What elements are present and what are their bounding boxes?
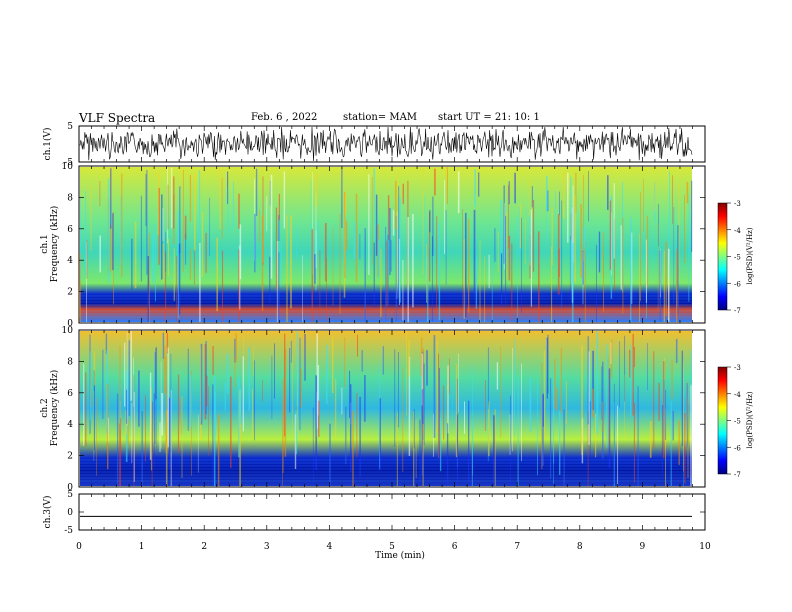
ch2-spectrogram-streaks <box>80 331 692 486</box>
ch1-waveform-y-tick-label: -5 <box>64 158 73 168</box>
station-label: station= MAM <box>343 112 418 123</box>
colorbar-tick-label: -3 <box>734 364 741 372</box>
ch1-waveform-y-tick-label: 5 <box>67 122 73 132</box>
colorbar-tick-label: -7 <box>734 471 741 479</box>
colorbar-tick-label: -5 <box>734 254 741 262</box>
ch3-waveform-y-tick-label: 0 <box>67 508 73 518</box>
ch2-freq-y-tick-label: 0 <box>67 483 73 493</box>
ch1-freq-ylabel: ch.1 Frequency (kHz) <box>40 206 60 283</box>
x-tick-label: 8 <box>577 542 583 552</box>
colorbar-label: log(PSD)(V²/Hz) <box>746 227 754 284</box>
ch1-waveform-path <box>79 126 693 162</box>
ch2-freq-ylabel-line: ch.2 <box>40 398 50 417</box>
ch2-freq-y-tick-label: 4 <box>67 420 73 430</box>
ch3-waveform-y-tick-label: 5 <box>67 490 73 500</box>
start-time-label: start UT = 21: 10: 1 <box>438 112 540 123</box>
plot-title: VLF Spectra <box>79 111 156 125</box>
x-tick-label: 10 <box>699 542 711 552</box>
ch1-freq-y-tick-label: 8 <box>67 193 73 203</box>
x-tick-label: 1 <box>139 542 145 552</box>
colorbar-tick-label: -6 <box>734 444 741 452</box>
ch2-freq-y-tick-label: 2 <box>67 452 73 462</box>
ch3-waveform-y-tick-label: -5 <box>64 526 73 536</box>
x-axis-title: Time (min) <box>375 550 425 561</box>
x-tick-label: 4 <box>327 542 333 552</box>
x-tick-label: 2 <box>201 542 207 552</box>
ch2-freq-y-tick-label: 8 <box>67 357 73 367</box>
ch1-spectrogram-streaks <box>79 167 693 322</box>
ch2-freq-ylabel: ch.2 Frequency (kHz) <box>40 370 60 447</box>
ch1-waveform-ylabel: ch.1(V) <box>42 128 53 161</box>
ch2-freq-y-tick-label: 6 <box>67 389 73 399</box>
ch1-freq-y-tick-label: 0 <box>67 319 73 329</box>
x-tick-label: 7 <box>514 542 520 552</box>
x-tick-label: 5 <box>389 542 395 552</box>
ch3-waveform-ylabel-line: ch.3(V) <box>42 496 53 529</box>
ch1-colorbar <box>717 202 728 311</box>
date-label: Feb. 6 , 2022 <box>251 112 318 123</box>
ch1-waveform-ylabel-line: ch.1(V) <box>42 128 53 161</box>
colorbar-tick-label: -7 <box>734 307 741 315</box>
colorbar-label-text: log(PSD)(V²/Hz) <box>746 391 754 448</box>
ch1-freq-ylabel-line: ch.1 <box>40 234 50 253</box>
ch1-freq-y-tick-label: 6 <box>67 225 73 235</box>
colorbar-tick-label: -5 <box>734 418 741 426</box>
ch1-freq-ylabel-line: Frequency (kHz) <box>49 206 60 283</box>
ch2-freq-ylabel-line: Frequency (kHz) <box>49 370 60 447</box>
colorbar-label-text: log(PSD)(V²/Hz) <box>746 227 754 284</box>
x-tick-label: 0 <box>76 542 82 552</box>
colorbar-tick-label: -3 <box>734 200 741 208</box>
colorbar-tick-label: -4 <box>734 391 741 399</box>
x-tick-label: 6 <box>452 542 458 552</box>
colorbar-label: log(PSD)(V²/Hz) <box>746 391 754 448</box>
ch1-freq-y-tick-label: 2 <box>67 288 73 298</box>
ch1-waveform-trace <box>79 126 693 162</box>
ch3-waveform-frame <box>78 493 706 531</box>
ch1-freq-y-tick-label: 10 <box>62 162 74 172</box>
x-tick-label: 9 <box>640 542 646 552</box>
ch1-freq-y-tick-label: 4 <box>67 256 73 266</box>
x-tick-label: 3 <box>264 542 270 552</box>
colorbar-tick-label: -4 <box>734 227 741 235</box>
ch2-colorbar <box>717 366 728 475</box>
colorbar-tick-label: -6 <box>734 280 741 288</box>
ch2-freq-y-tick-label: 10 <box>62 326 74 336</box>
ch3-waveform-ylabel: ch.3(V) <box>42 496 53 529</box>
